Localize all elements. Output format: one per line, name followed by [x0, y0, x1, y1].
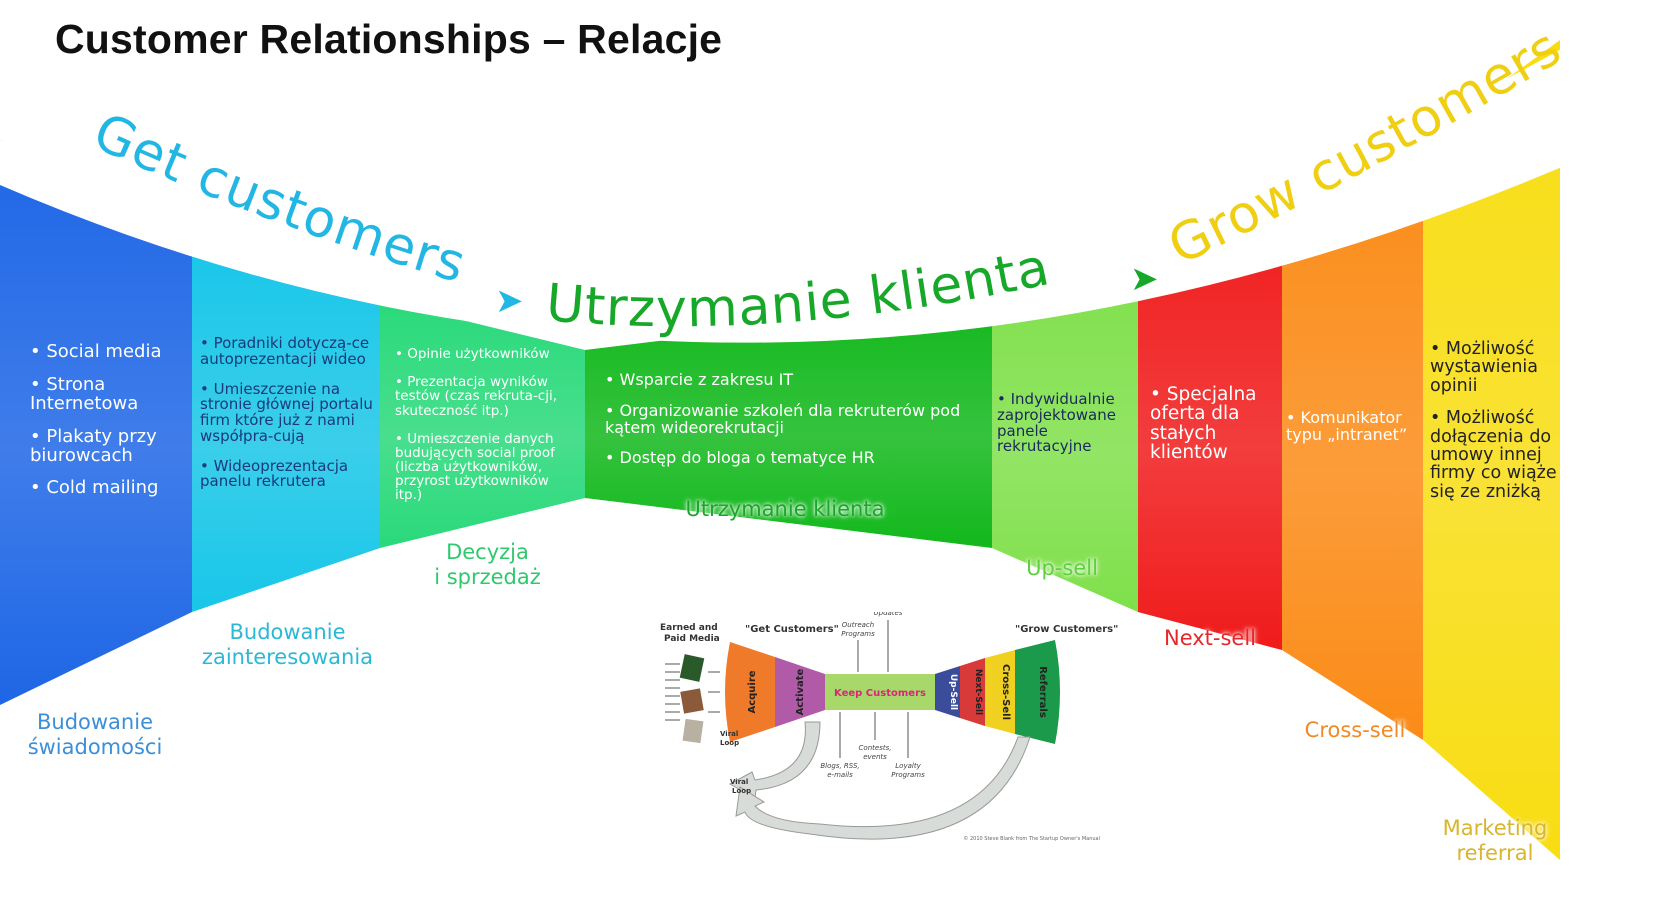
- column-text-1: • Poradniki dotyczą-ce autoprezentacji w…: [200, 334, 376, 504]
- mini-keep-segment: [825, 674, 935, 710]
- mini-crosssell-label: Cross-Sell: [1000, 664, 1011, 720]
- mini-viral2-line1: Viral: [730, 778, 748, 786]
- column-label-line: Decyzja: [446, 540, 529, 564]
- customer-lifecycle-mini-diagram: Earned and Paid Media "Get Customers" "G…: [660, 612, 1118, 842]
- column-3-item: • Wsparcie z zakresu IT: [605, 370, 794, 389]
- funnel-column-shade-1: [192, 240, 380, 612]
- mini-blogs-2: e-mails: [827, 771, 853, 779]
- funnel-columns: [0, 40, 1560, 860]
- mini-pen-icon: [682, 718, 704, 744]
- banner-arrow-1: ➤: [495, 281, 524, 321]
- mini-copyright: © 2010 Steve Blank from The Startup Owne…: [963, 835, 1100, 842]
- mini-grow-title: "Grow Customers": [1015, 624, 1118, 635]
- column-2-item: • Opinie użytkowników: [395, 346, 550, 362]
- mini-outreach-1: Outreach: [842, 621, 874, 629]
- funnel-column-shade-5: [1138, 200, 1282, 650]
- column-0-item: • Social media: [30, 341, 162, 362]
- banner-arrow-2: ➤: [1130, 259, 1159, 299]
- column-1-item: • Wideoprezentacja panelu rekrutera: [200, 456, 349, 491]
- mini-viral1-line2: Loop: [720, 739, 739, 747]
- column-label-3: Utrzymanie klienta: [635, 497, 935, 522]
- column-1-item: • Poradniki dotyczą-ce autoprezentacji w…: [200, 334, 370, 368]
- mini-get-title: "Get Customers": [745, 624, 839, 635]
- mini-upsell-label: Up-Sell: [948, 674, 958, 710]
- mini-crosssell-segment: [985, 650, 1015, 734]
- column-4-item: • Indywidualnie zaprojektowane panele re…: [997, 390, 1116, 456]
- mini-viral1-line1: Viral: [720, 730, 738, 738]
- column-label-line: referral: [1456, 841, 1534, 866]
- column-text-5: • Specjalna oferta dla stałych klientów: [1150, 385, 1275, 477]
- column-label-line: Marketing: [1442, 816, 1548, 840]
- column-text-2: • Opinie użytkowników • Prezentacja wynik…: [395, 347, 575, 517]
- mini-loyalty-2: Programs: [891, 771, 925, 779]
- mini-photo-icon: [680, 688, 704, 714]
- funnel-column-shade-0: [0, 140, 192, 705]
- mini-nextsell-label: Next-Sell: [973, 669, 983, 715]
- mini-referrals-label: Referrals: [1037, 666, 1048, 718]
- mini-loyalty-1: Loyalty: [895, 762, 921, 770]
- banner-band: [0, 15, 1667, 343]
- mini-tablet-icon: [679, 654, 705, 682]
- column-label-0: Budowanie świadomości: [10, 710, 180, 760]
- funnel-column-shade-3: [585, 300, 992, 548]
- funnel-column-shade-4: [992, 260, 1138, 612]
- column-7-item: • Możliwość wystawienia opinii: [1430, 339, 1538, 396]
- column-label-line: i sprzedaż: [434, 565, 541, 590]
- funnel-column-shade-2: [380, 300, 585, 548]
- mini-upsell-segment: [935, 666, 960, 718]
- column-text-4: • Indywidualnie zaprojektowane panele re…: [997, 390, 1137, 469]
- column-label-line: Budowanie: [36, 710, 153, 734]
- column-5-item: • Specjalna oferta dla stałych klientów: [1150, 384, 1257, 464]
- mini-acquire-segment: [725, 642, 775, 742]
- mini-blogs-1: Blogs, RSS,: [820, 762, 859, 770]
- mini-earned-line2: Paid Media: [664, 634, 720, 644]
- column-6-item: • Komunikator typu „intranet”: [1286, 408, 1408, 444]
- funnel-column-shade-7: [1423, 40, 1560, 860]
- column-0-item: • Plakaty przy biurowcach: [30, 425, 157, 466]
- mini-activate-segment: [775, 657, 825, 727]
- mini-activate-label: Activate: [795, 668, 806, 715]
- mini-earned-line1: Earned and: [660, 623, 718, 633]
- mini-media-arrows: [665, 663, 720, 721]
- column-0-item: • Cold mailing: [30, 477, 159, 499]
- column-label-line: Up-sell: [1026, 556, 1098, 580]
- column-label-6: Cross-sell: [1280, 718, 1430, 743]
- mini-product-2: Updates: [874, 612, 903, 617]
- column-2-item: • Prezentacja wyników testów (czas rekru…: [395, 374, 558, 419]
- column-label-5: Next-sell: [1140, 626, 1280, 651]
- column-label-7: Marketing referral: [1420, 816, 1570, 866]
- column-text-3: • Wsparcie z zakresu IT • Organizowanie s…: [605, 370, 985, 481]
- column-label-line: Cross-sell: [1304, 718, 1406, 742]
- column-text-7: • Możliwość wystawienia opinii • Możliwoś…: [1430, 340, 1565, 515]
- column-label-line: Next-sell: [1163, 626, 1257, 650]
- column-0-item: • Strona Internetowa: [30, 373, 139, 414]
- mini-viral-loop-large: [735, 736, 1031, 840]
- column-2-item: • Umieszczenie danych budujących social …: [395, 430, 555, 504]
- column-label-line: Utrzymanie klienta: [685, 497, 885, 521]
- column-label-line: Budowanie: [229, 620, 346, 644]
- column-text-6: • Komunikator typu „intranet”: [1286, 408, 1421, 458]
- mini-acquire-label: Acquire: [747, 670, 758, 713]
- mini-referrals-segment: [1015, 640, 1060, 744]
- column-3-item: • Organizowanie szkoleń dla rekruterów p…: [605, 400, 961, 437]
- column-label-1: Budowanie zainteresowania: [180, 620, 395, 670]
- mini-contests-2: events: [863, 753, 887, 761]
- mini-outreach-2: Programs: [841, 630, 875, 638]
- column-label-4: Up-sell: [992, 556, 1132, 581]
- mini-connectors: [839, 620, 909, 758]
- funnel-column-shade-6: [1282, 140, 1423, 740]
- mini-nextsell-segment: [960, 658, 985, 726]
- column-label-2: Decyzja i sprzedaż: [395, 540, 580, 590]
- mini-keep-label: Keep Customers: [834, 688, 926, 699]
- page-title: Customer Relationships – Relacje: [55, 16, 723, 62]
- column-label-line: zainteresowania: [201, 645, 374, 670]
- column-text-0: • Social media • Strona Internetowa • Plak…: [30, 341, 190, 512]
- mini-contests-1: Contests,: [859, 744, 892, 752]
- column-7-item: • Możliwość dołączenia do umowy innej fi…: [1430, 408, 1557, 502]
- mini-viral2-line2: Loop: [732, 787, 751, 795]
- column-1-item: • Umieszczenie na stronie głównej portal…: [200, 379, 373, 445]
- column-label-line: świadomości: [27, 735, 163, 760]
- column-3-item: • Dostęp do bloga o tematyce HR: [605, 448, 875, 468]
